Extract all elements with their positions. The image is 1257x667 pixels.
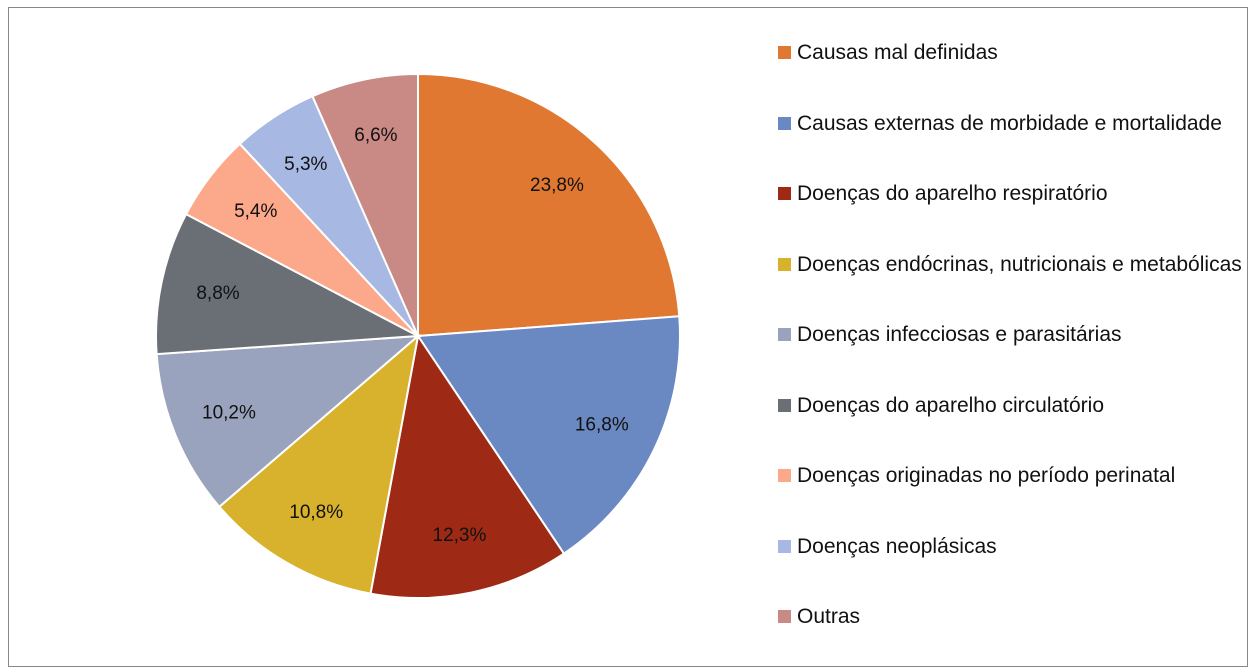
pie-slice: [369, 333, 566, 599]
pie-slice: [155, 212, 422, 356]
legend-item: Outras: [778, 601, 1243, 632]
legend-item: Causas externas de morbidade e mortalida…: [778, 108, 1243, 139]
data-label: 5,3%: [284, 154, 327, 175]
data-label: 16,8%: [575, 414, 629, 435]
data-label: 8,8%: [196, 283, 239, 304]
pie-slice: [416, 315, 681, 556]
data-label: 6,6%: [354, 125, 397, 146]
legend-swatch: [778, 610, 791, 623]
legend-item: Doenças neoplásicas: [778, 531, 1243, 562]
data-label: 10,8%: [289, 502, 343, 523]
legend-item: Causas mal definidas: [778, 37, 1243, 68]
legend-swatch: [778, 328, 791, 341]
data-label: 5,4%: [234, 201, 277, 222]
legend-label: Doenças do aparelho respiratório: [797, 182, 1108, 205]
legend-label: Outras: [797, 605, 861, 628]
legend-swatch: [778, 539, 791, 553]
data-label: 10,2%: [202, 403, 256, 424]
data-label: 23,8%: [530, 175, 584, 196]
legend-label: Doenças originadas no período perinatal: [797, 464, 1176, 487]
legend-item: Doenças do aparelho respiratório: [778, 178, 1243, 209]
legend-label: Causas mal definidas: [797, 41, 998, 64]
legend-swatch: [778, 398, 791, 412]
legend-label: Doenças endócrinas, nutricionais e metab…: [797, 252, 1242, 276]
data-label: 12,3%: [433, 525, 487, 546]
legend-item: Doenças infecciosas e parasitárias: [778, 319, 1243, 350]
pie-slice: [311, 72, 419, 337]
legend-label: Causas externas de morbidade e mortalida…: [797, 111, 1222, 135]
legend-swatch: [778, 257, 791, 271]
pie-slice: [155, 334, 421, 509]
legend-swatch: [778, 469, 791, 482]
legend-label: Doenças do aparelho circulatório: [797, 393, 1105, 417]
legend-label: Doenças neoplásicas: [797, 534, 997, 558]
legend-swatch: [778, 116, 791, 130]
legend-label: Doenças infecciosas e parasitárias: [797, 323, 1122, 346]
legend-swatch: [778, 46, 791, 59]
pie-slice: [417, 72, 681, 338]
legend-item: Doenças do aparelho circulatório: [778, 390, 1243, 421]
legend-swatch: [778, 187, 791, 200]
pie-slice: [217, 333, 420, 595]
legend-item: Doenças endócrinas, nutricionais e metab…: [778, 249, 1243, 280]
legend-item: Doenças originadas no período perinatal: [778, 460, 1243, 491]
